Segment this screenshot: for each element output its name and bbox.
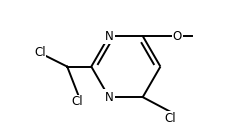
Text: Cl: Cl [164,112,175,124]
Text: Cl: Cl [34,46,45,59]
Text: Cl: Cl [71,95,82,108]
Text: N: N [104,30,113,43]
Text: N: N [104,91,113,104]
Text: O: O [172,30,181,43]
